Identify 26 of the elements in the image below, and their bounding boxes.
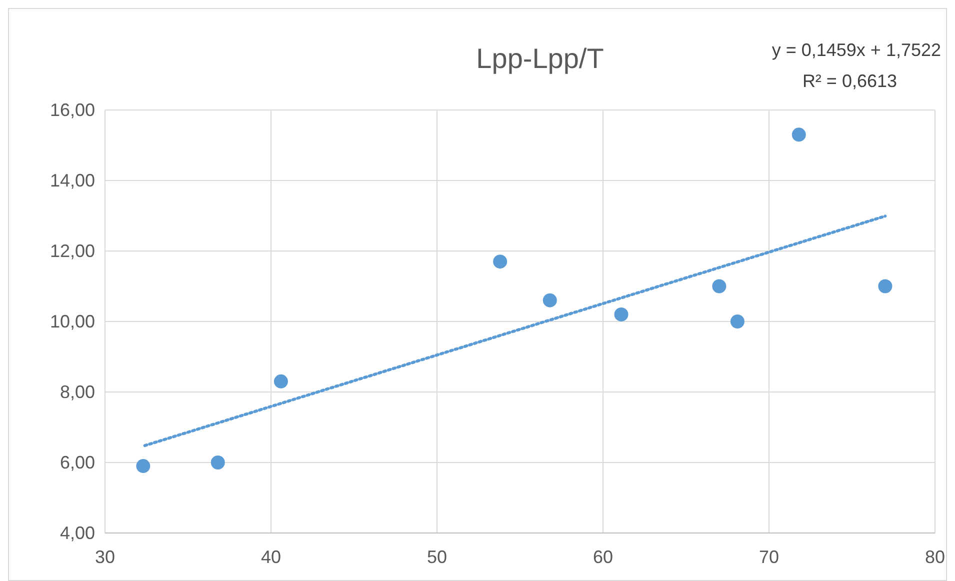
point xyxy=(136,459,150,474)
point xyxy=(542,293,557,308)
point xyxy=(792,128,806,142)
x-tick-label: 40 xyxy=(260,547,282,567)
text: y = 0,1459x + 1,7522 xyxy=(772,40,941,60)
x-tick-label: 60 xyxy=(592,547,614,567)
point xyxy=(614,307,628,322)
point xyxy=(712,279,726,294)
y-tick-label: 4,00 xyxy=(60,523,95,543)
y-tick-label: 8,00 xyxy=(60,382,95,402)
y-tick-label: 14,00 xyxy=(50,170,95,190)
y-tick-label: 12,00 xyxy=(50,241,95,261)
point xyxy=(210,456,225,470)
chart-title: Lpp-Lpp/T xyxy=(476,43,604,74)
y-tick-label: 6,00 xyxy=(60,452,95,472)
point xyxy=(493,254,508,269)
y-tick-label: 16,00 xyxy=(50,100,95,120)
x-tick-label: 70 xyxy=(758,547,780,567)
x-tick-label: 30 xyxy=(94,547,116,567)
x-tick-label: 80 xyxy=(924,547,946,567)
point xyxy=(730,314,744,328)
x-tick-label: 50 xyxy=(426,547,448,567)
text: R² = 0,6613 xyxy=(802,71,897,91)
point xyxy=(274,374,288,388)
point xyxy=(878,279,892,294)
y-tick-label: 10,00 xyxy=(50,312,95,332)
